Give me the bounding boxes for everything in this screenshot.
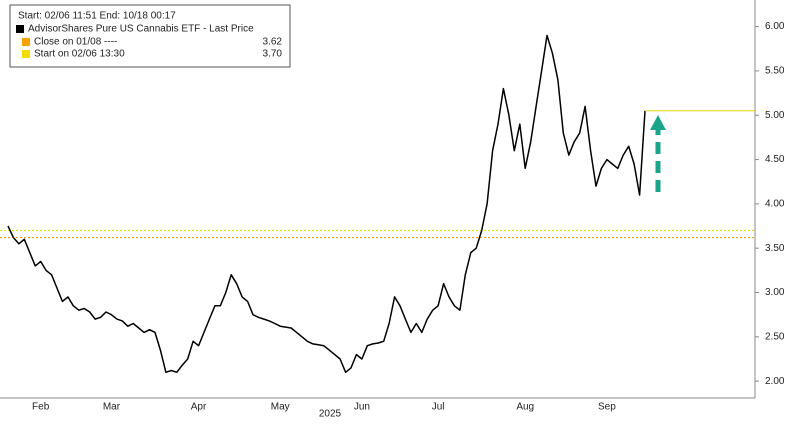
x-tick-label: Jul	[432, 402, 445, 413]
y-tick-label: 4.00	[765, 199, 785, 210]
legend-label: Close on 01/08 ----	[34, 37, 117, 48]
arrow-head	[650, 115, 666, 130]
x-tick-label: Jun	[354, 402, 370, 413]
x-tick-label: Apr	[191, 402, 207, 413]
x-axis-label: 2025	[319, 409, 342, 420]
legend-value: 3.70	[263, 49, 283, 60]
y-tick-label: 2.00	[765, 376, 785, 387]
legend-swatch	[22, 50, 30, 58]
plot	[0, 34, 755, 374]
legend-swatch	[16, 25, 24, 33]
price-line	[7, 34, 646, 374]
legend: Start: 02/06 11:51 End: 10/18 00:17 Advi…	[9, 4, 291, 68]
y-tick-label: 5.50	[765, 66, 785, 77]
y-tick-label: 4.50	[765, 154, 785, 165]
arrow-annotation	[650, 115, 666, 192]
y-tick-label: 3.50	[765, 243, 785, 254]
x-tick-label: Feb	[32, 402, 50, 413]
x-tick-label: May	[271, 402, 290, 413]
legend-header: Start: 02/06 11:51 End: 10/18 00:17	[18, 11, 176, 22]
x-tick-label: Mar	[103, 402, 121, 413]
legend-swatch	[22, 38, 30, 46]
y-tick-label: 2.50	[765, 331, 785, 342]
legend-label: Start on 02/06 13:30	[34, 49, 125, 60]
y-tick-label: 3.00	[765, 287, 785, 298]
legend-box	[9, 4, 291, 68]
legend-value: 3.62	[263, 37, 283, 48]
x-tick-label: Aug	[516, 402, 534, 413]
y-tick-label: 5.00	[765, 110, 785, 121]
legend-label: AdvisorShares Pure US Cannabis ETF - Las…	[28, 24, 254, 35]
x-tick-label: Sep	[598, 402, 616, 413]
y-tick-label: 6.00	[765, 21, 785, 32]
